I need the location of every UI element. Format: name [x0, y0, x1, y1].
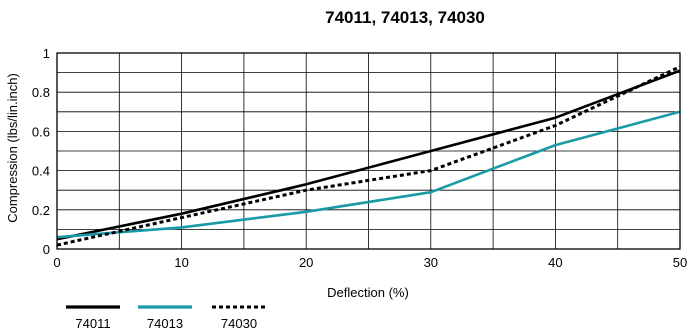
legend: 74011 74013 74030	[66, 305, 266, 331]
x-tick-label: 40	[548, 255, 562, 270]
x-tick-label: 50	[673, 255, 687, 270]
y-tick-label: 0.8	[32, 85, 50, 100]
series-line-74013	[56, 110, 681, 239]
x-tick-labels: 0 10 20 30 40 50	[53, 255, 687, 270]
y-tick-label: 0.2	[32, 203, 50, 218]
series-line-74011	[56, 69, 681, 241]
x-tick-label: 10	[174, 255, 188, 270]
y-tick-label: 0.4	[32, 164, 50, 179]
series-line-74030	[56, 65, 681, 247]
plot-frame	[56, 52, 681, 250]
legend-label-74013: 74013	[147, 316, 183, 331]
y-axis-label: Compression (lbs/lin.inch)	[5, 73, 20, 223]
y-tick-label: 0.6	[32, 124, 50, 139]
x-axis-label: Deflection (%)	[327, 285, 409, 300]
chart-title: 74011, 74013, 74030	[325, 8, 485, 27]
legend-label-74011: 74011	[75, 316, 110, 331]
x-tick-label: 0	[53, 255, 60, 270]
series-layer	[56, 65, 681, 247]
y-tick-label: 0	[43, 242, 50, 257]
x-tick-label: 20	[299, 255, 313, 270]
y-tick-label: 1	[43, 46, 50, 61]
x-tick-label: 30	[424, 255, 438, 270]
legend-label-74030: 74030	[221, 316, 257, 331]
y-tick-labels: 0 0.2 0.4 0.6 0.8 1	[32, 46, 50, 257]
